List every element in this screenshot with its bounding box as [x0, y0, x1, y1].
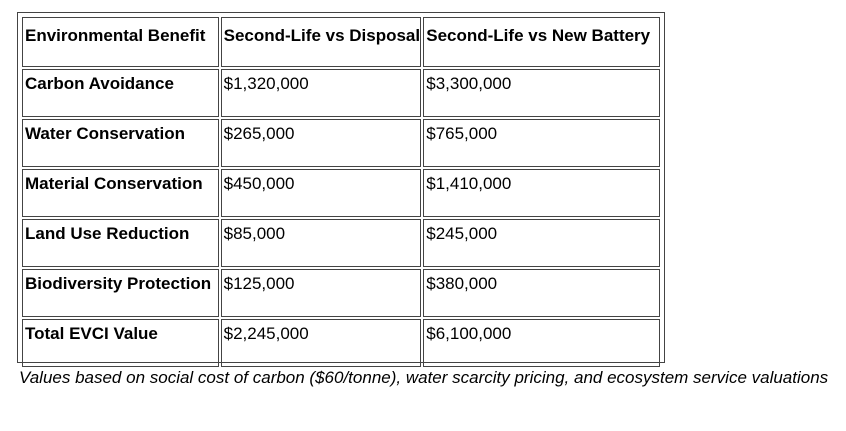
header-second-life-vs-new-battery: Second-Life vs New Battery — [423, 17, 660, 67]
cell-vs-new-battery: $6,100,000 — [423, 319, 660, 367]
evci-table-container: Environmental Benefit Second-Life vs Dis… — [17, 12, 665, 367]
row-label: Water Conservation — [22, 119, 219, 167]
cell-vs-new-battery: $245,000 — [423, 219, 660, 267]
table-header-row: Environmental Benefit Second-Life vs Dis… — [22, 17, 660, 67]
cell-vs-disposal: $265,000 — [220, 119, 422, 167]
row-label: Total EVCI Value — [22, 319, 219, 367]
table-row: Land Use Reduction $85,000 $245,000 — [22, 219, 660, 267]
cell-vs-new-battery: $380,000 — [423, 269, 660, 317]
row-label: Material Conservation — [22, 169, 219, 217]
cell-vs-disposal: $125,000 — [220, 269, 422, 317]
cell-vs-disposal: $2,245,000 — [220, 319, 422, 367]
row-label: Land Use Reduction — [22, 219, 219, 267]
row-label: Biodiversity Protection — [22, 269, 219, 317]
cell-vs-new-battery: $3,300,000 — [423, 69, 660, 117]
cell-vs-disposal: $1,320,000 — [220, 69, 422, 117]
environmental-benefit-table: Environmental Benefit Second-Life vs Dis… — [20, 15, 662, 369]
table-row: Material Conservation $450,000 $1,410,00… — [22, 169, 660, 217]
row-label: Carbon Avoidance — [22, 69, 219, 117]
table-row: Biodiversity Protection $125,000 $380,00… — [22, 269, 660, 317]
cell-vs-disposal: $450,000 — [220, 169, 422, 217]
table-caption: Values based on social cost of carbon ($… — [19, 368, 829, 387]
cell-vs-new-battery: $1,410,000 — [423, 169, 660, 217]
table-row: Water Conservation $265,000 $765,000 — [22, 119, 660, 167]
cell-vs-new-battery: $765,000 — [423, 119, 660, 167]
header-second-life-vs-disposal: Second-Life vs Disposal — [220, 17, 422, 67]
cell-vs-disposal: $85,000 — [220, 219, 422, 267]
table-row: Carbon Avoidance $1,320,000 $3,300,000 — [22, 69, 660, 117]
table-row-total: Total EVCI Value $2,245,000 $6,100,000 — [22, 319, 660, 367]
header-environmental-benefit: Environmental Benefit — [22, 17, 219, 67]
